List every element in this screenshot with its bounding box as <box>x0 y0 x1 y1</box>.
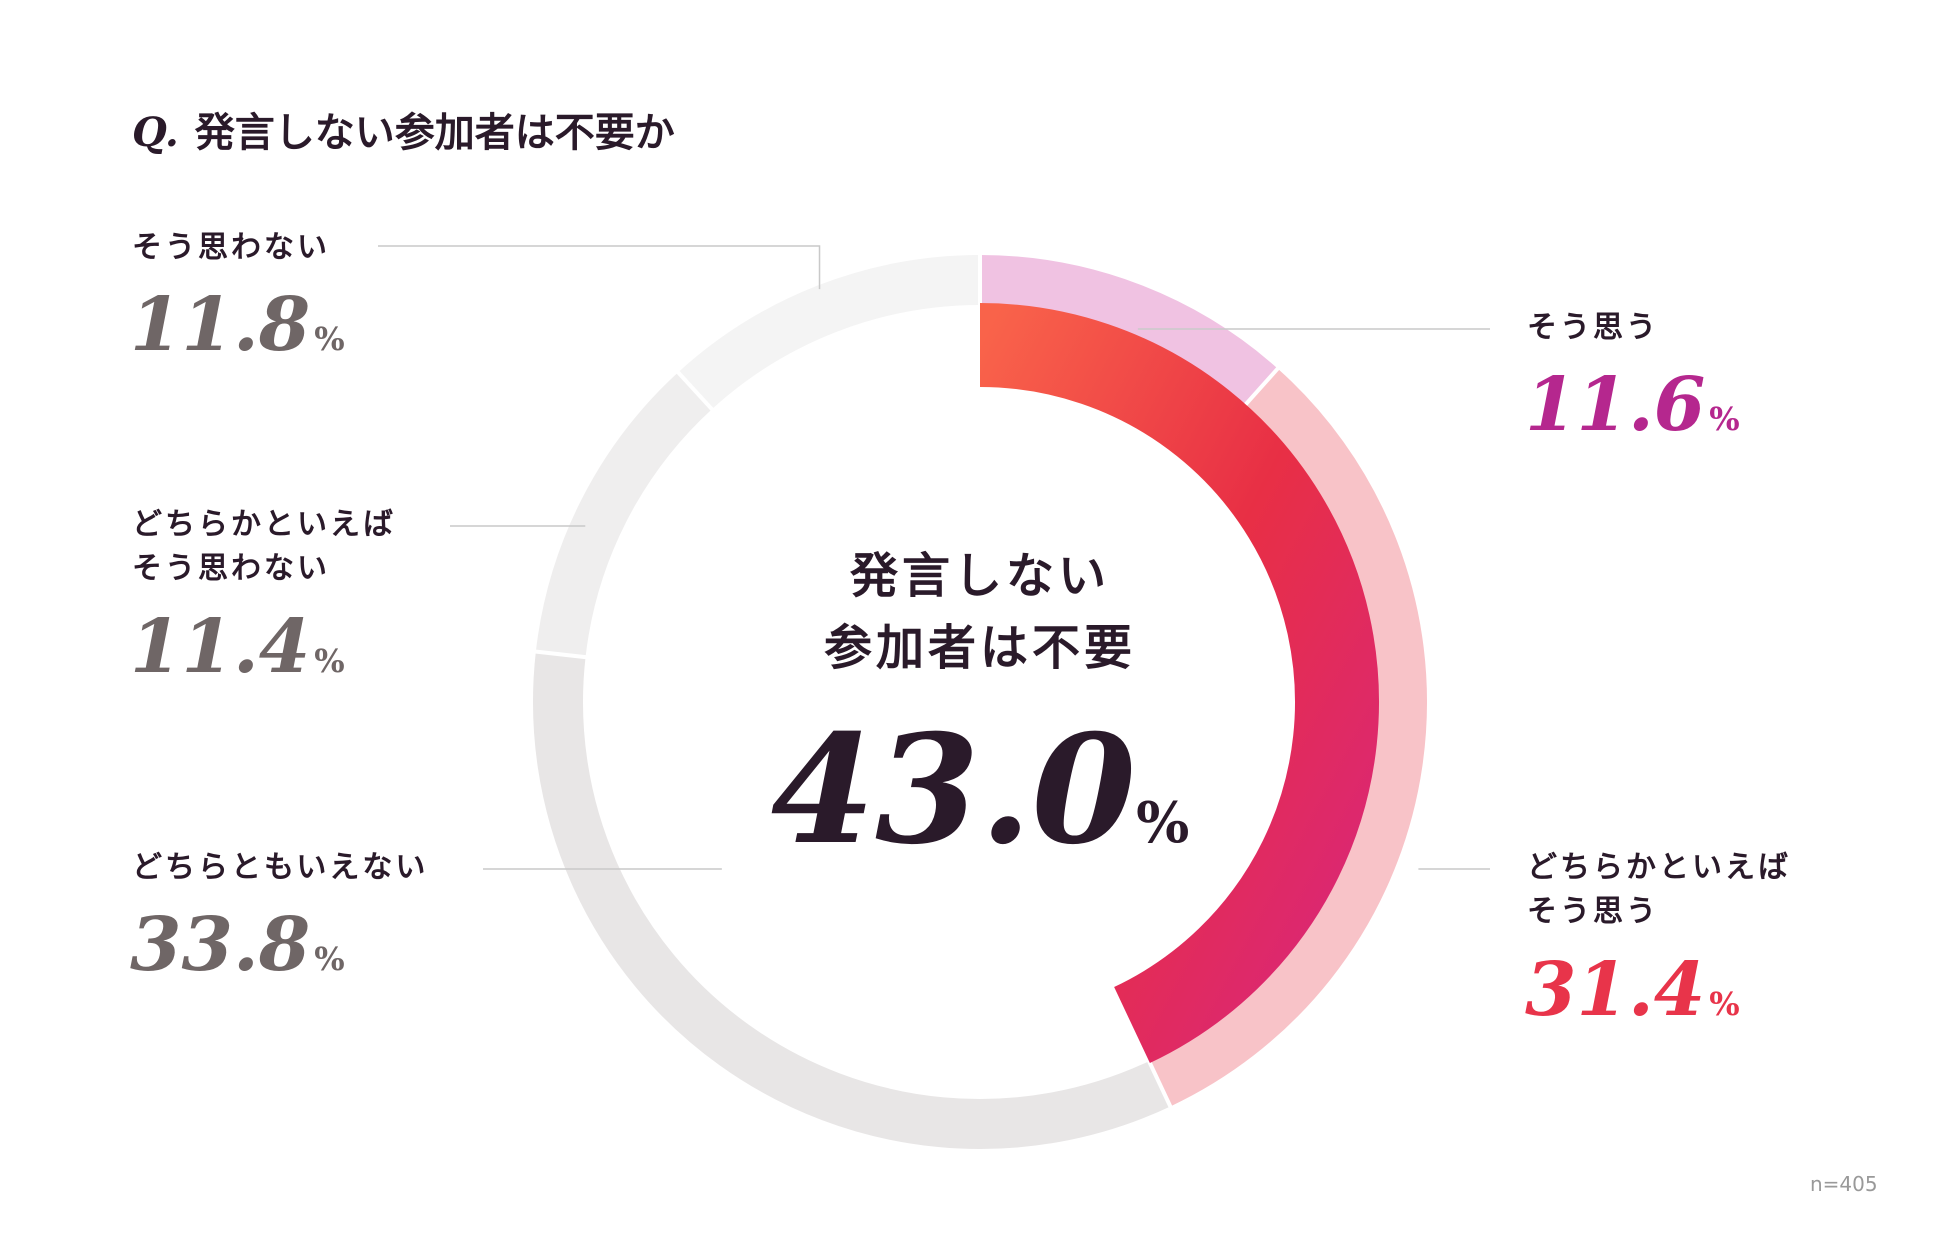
question-mark-label: Q. <box>132 109 179 156</box>
percent-sign: % <box>314 320 345 358</box>
chart-title: Q. 発言しない参加者は不要か <box>132 100 675 158</box>
slice-label-somewhat-disagree: どちらかといえば そう思わない <box>132 507 396 586</box>
slice-label-agree: そう思う <box>1527 310 1659 345</box>
question-text: 発言しない参加者は不要か <box>194 110 675 156</box>
slice-value-disagree: 11.8% <box>130 285 345 379</box>
slice-value-neutral: 33.8% <box>130 905 345 999</box>
donut-slice <box>535 372 713 658</box>
leader-line <box>378 245 821 290</box>
percent-sign: % <box>314 940 345 978</box>
value-number: 11.6 <box>1525 362 1706 448</box>
donut-slice <box>979 255 1278 406</box>
slice-separator <box>1146 1058 1173 1110</box>
donut-slice <box>533 651 1171 1149</box>
donut-slice <box>678 255 981 410</box>
percent-sign: % <box>1709 400 1740 438</box>
percent-sign: % <box>1709 985 1740 1023</box>
value-number: 31.4 <box>1525 947 1706 1033</box>
agree-total-arc <box>979 303 1379 1063</box>
value-number: 33.8 <box>130 902 311 988</box>
center-label-line1: 発言しない <box>849 548 1110 604</box>
slice-separator <box>675 369 715 413</box>
value-number: 11.4 <box>130 604 311 690</box>
slice-label-disagree: そう思わない <box>132 230 330 265</box>
center-label-line2: 参加者は不要 <box>823 620 1136 676</box>
donut-slice <box>1149 368 1427 1107</box>
slice-label-neutral: どちらともいえない <box>132 850 429 885</box>
center-value-number: 43.0 <box>770 702 1137 878</box>
slice-value-agree: 11.6% <box>1525 365 1740 459</box>
slice-value-somewhat-disagree: 11.4% <box>130 607 345 701</box>
leader-lines <box>378 245 1490 870</box>
value-number: 11.8 <box>130 282 311 368</box>
slice-separator <box>533 649 588 660</box>
slice-separator <box>1241 365 1281 409</box>
percent-sign: % <box>314 642 345 680</box>
donut-slices <box>533 253 1427 1149</box>
slice-label-somewhat-agree: どちらかといえば そう思う <box>1527 850 1791 929</box>
center-percent-sign: % <box>1136 790 1190 856</box>
sample-size-note: n=405 <box>1810 1172 1878 1196</box>
center-total-value: 43.0% <box>740 710 1220 903</box>
slice-value-somewhat-agree: 31.4% <box>1525 950 1740 1044</box>
